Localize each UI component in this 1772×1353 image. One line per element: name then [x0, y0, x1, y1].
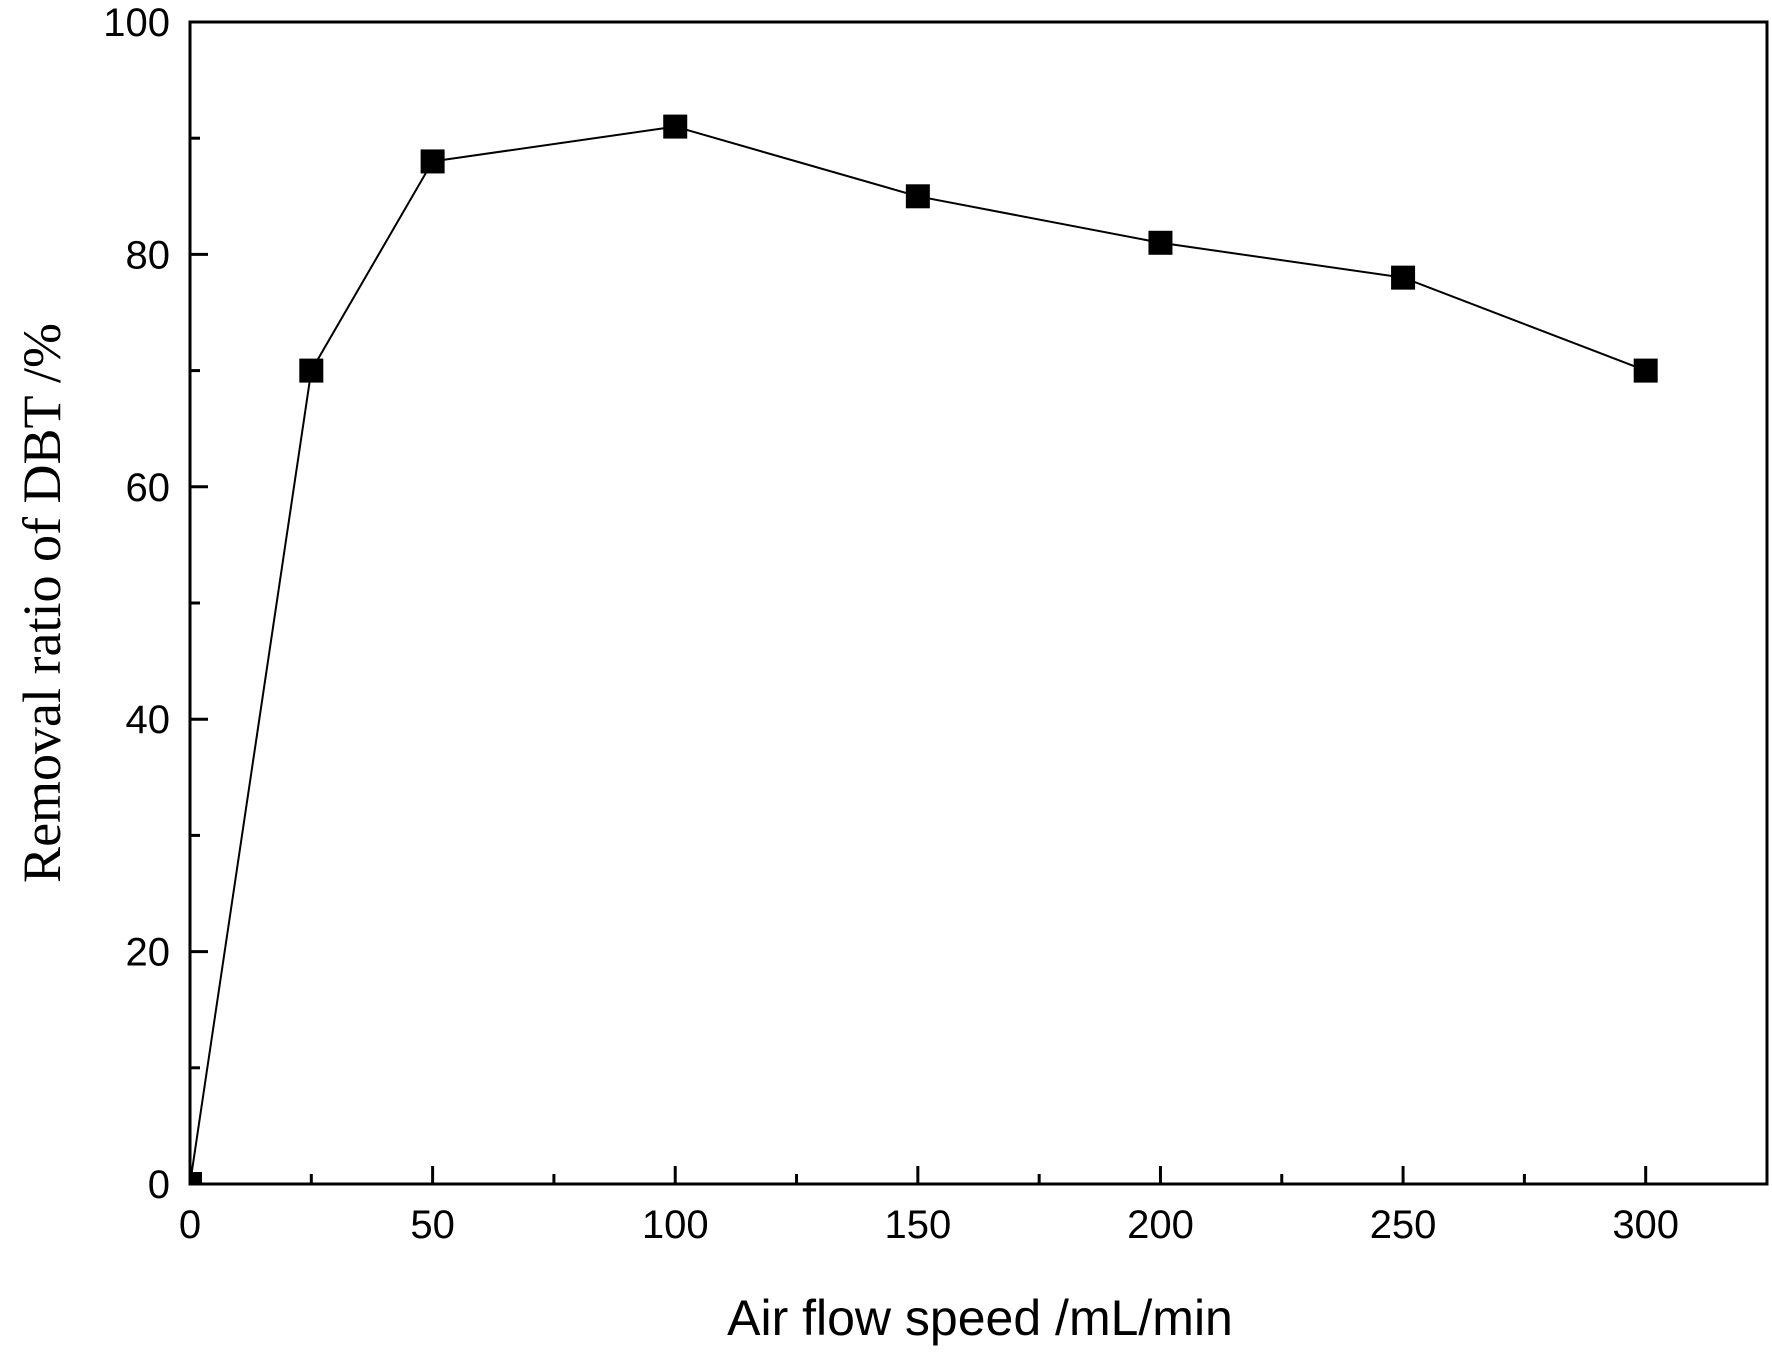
x-tick-label: 100: [642, 1203, 709, 1247]
y-axis-label: Removal ratio of DBT /%: [12, 323, 72, 883]
x-tick-label: 200: [1127, 1203, 1194, 1247]
x-tick-label: 0: [179, 1203, 201, 1247]
data-point: [1148, 230, 1173, 255]
y-tick-labels: 0 20 40 60 80 100: [103, 1, 170, 1207]
x-tick-label: 300: [1612, 1203, 1679, 1247]
x-tick-label: 50: [410, 1203, 455, 1247]
data-point: [1633, 358, 1658, 383]
series-line: [189, 125, 1647, 1185]
y-tick-label: 40: [126, 698, 171, 742]
data-point: [420, 149, 445, 174]
x-axis-label: Air flow speed /mL/min: [727, 1290, 1233, 1346]
y-tick-label: 0: [148, 1163, 170, 1207]
x-tick-labels: 0 50 100 150 200 250 300: [179, 1203, 1679, 1247]
minor-ticks: [190, 136, 1526, 1184]
data-point: [190, 1172, 202, 1184]
data-point: [905, 184, 930, 209]
data-point: [1391, 265, 1416, 290]
series-layer: [189, 114, 1658, 1185]
y-tick-label: 60: [126, 466, 171, 510]
x-tick-label: 250: [1370, 1203, 1437, 1247]
y-tick-label: 20: [126, 931, 171, 975]
data-point: [299, 358, 324, 383]
y-tick-label: 80: [126, 233, 171, 277]
y-tick-label: 100: [103, 1, 170, 45]
plot-frame: [188, 20, 1769, 1186]
data-point: [663, 114, 688, 139]
x-tick-label: 150: [884, 1203, 951, 1247]
